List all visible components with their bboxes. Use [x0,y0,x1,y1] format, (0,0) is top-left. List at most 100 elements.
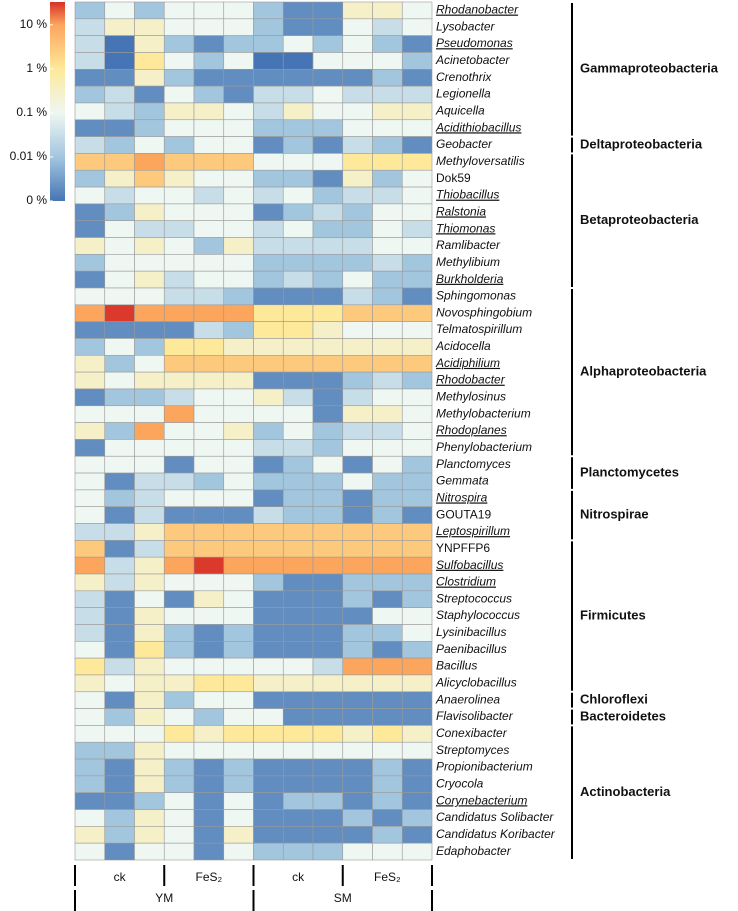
heatmap-cell [163,153,195,171]
heatmap-cell [104,85,135,104]
heatmap-cell [104,506,135,524]
heatmap-cell [74,338,106,356]
heatmap-cell [163,102,195,121]
heatmap-cell [372,52,403,70]
heatmap-cell [312,119,344,137]
heatmap-cell [104,741,135,760]
heatmap-cell [342,237,373,255]
heatmap-cell [372,119,403,137]
heatmap-cell [372,506,403,524]
heatmap-cell [104,792,135,810]
heatmap-cell [104,472,135,491]
heatmap-cell [134,136,165,154]
heatmap-cell [312,657,344,676]
heatmap-cell [104,725,135,743]
heatmap-cell [134,35,165,53]
heatmap-cell [223,725,254,743]
heatmap-cell [312,338,344,356]
heatmap-cell [193,153,225,171]
heatmap-cell [104,321,135,339]
heatmap-cell [342,338,373,356]
heatmap-cell [193,354,225,373]
heatmap-cell [74,85,106,104]
heatmap-cell [312,287,344,306]
heatmap-cell [163,691,195,709]
heatmap-cell [342,523,373,541]
heatmap-cell [253,674,284,693]
heatmap-cell [342,422,373,440]
heatmap-cell [342,304,373,322]
heatmap-cell [193,472,225,491]
heatmap-cell [223,203,254,222]
heatmap-cell [104,237,135,255]
heatmap-cell [223,792,254,810]
heatmap-cell [104,573,135,592]
heatmap-cell [134,540,165,558]
heatmap-cell [401,304,433,322]
heatmap-cell [74,169,106,188]
heatmap-cell [312,270,344,289]
heatmap-cell [282,35,314,53]
heatmap-cell [163,523,195,541]
heatmap-cell [282,119,314,137]
heatmap-cell [163,287,195,306]
heatmap-cell [74,18,106,36]
heatmap-cell [253,169,284,188]
heatmap-cell [282,1,314,20]
heatmap-cell [401,18,433,36]
heatmap-cell [401,725,433,743]
heatmap-cell [312,388,344,407]
heatmap-cell [312,523,344,541]
heatmap-cell [223,640,254,659]
heatmap-cell [253,540,284,558]
heatmap-cell [282,203,314,222]
heatmap-cell [401,270,433,289]
heatmap-cell [223,354,254,373]
heatmap-cell [104,270,135,289]
heatmap-cell [223,35,254,53]
heatmap-cell [163,439,195,457]
heatmap-cell [104,388,135,407]
heatmap-cell [104,439,135,457]
heatmap-cell [342,371,373,390]
heatmap-cell [74,237,106,255]
heatmap-cell [104,624,135,642]
heatmap-cell [312,136,344,154]
heatmap-cell [74,1,106,20]
row-label: Streptococcus [436,591,512,605]
heatmap-cell [134,186,165,205]
heatmap-cell [401,405,433,423]
heatmap-cell [282,758,314,777]
heatmap-cell [282,775,314,794]
row-label: Planctomyces [436,457,511,471]
heatmap-cell [312,35,344,53]
heatmap-cell [312,691,344,709]
heatmap-cell [163,35,195,53]
heatmap-cell [223,254,254,272]
heatmap-cell [193,405,225,423]
row-label: YNPFFP6 [436,541,490,555]
row-label: Staphylococcus [436,608,520,622]
heatmap-cell [282,388,314,407]
heatmap-cell [163,758,195,777]
heatmap-cell [74,354,106,373]
heatmap-cell [163,321,195,339]
heatmap-cell [282,287,314,306]
heatmap-cell [104,422,135,440]
heatmap-cell [312,674,344,693]
heatmap-cell [74,523,106,541]
heatmap-cell [74,792,106,810]
heatmap-cell [401,1,433,20]
row-label: Bacillus [436,659,477,673]
heatmap-cell [372,422,403,440]
heatmap-cell [253,708,284,726]
heatmap-cell [372,523,403,541]
row-label: Conexibacter [436,726,508,740]
heatmap-cell [163,203,195,222]
colorbar-label: 0.01 % [10,149,48,163]
heatmap-cell [134,489,165,508]
heatmap-cell [372,35,403,53]
heatmap-cell [342,725,373,743]
heatmap-cell [253,523,284,541]
heatmap-cell [163,556,195,575]
